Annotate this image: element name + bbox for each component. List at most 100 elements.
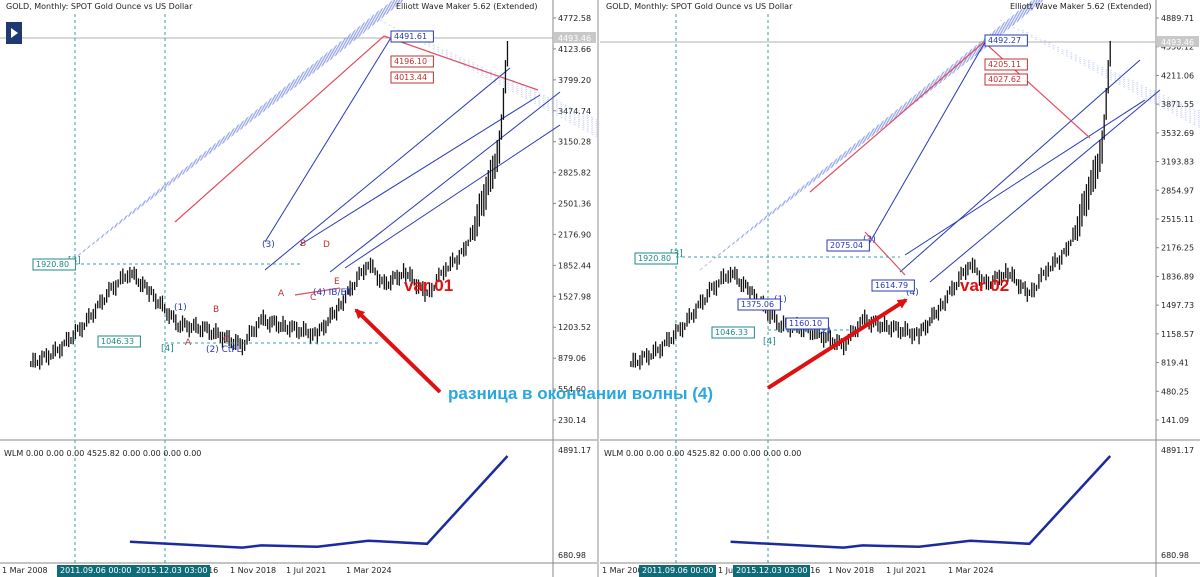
- fan-line: [95, 0, 395, 243]
- target-line: [174, 35, 385, 223]
- play-icon[interactable]: [6, 22, 22, 44]
- date-tag: 2011.09.06 00:00: [57, 565, 135, 577]
- wlm-line: [730, 455, 1112, 549]
- fan-line: [753, 0, 1036, 229]
- fan-line: [807, 0, 1038, 187]
- current-price-bg: [1157, 36, 1199, 47]
- current-price-bg: [554, 32, 596, 43]
- fan-line: [577, 109, 597, 121]
- wave-label: (4): [906, 288, 919, 298]
- y-tick-label: 480.25: [1161, 387, 1189, 396]
- y-tick-label: 2515.11: [1161, 215, 1194, 224]
- x-tick-label: 1 Nov 2018: [828, 566, 874, 575]
- variant-label: var 01: [404, 276, 454, 295]
- x-tick-label: 1 Nov 2018: [230, 566, 276, 575]
- price-label-box: [711, 326, 755, 339]
- fan-line: [879, 0, 1041, 131]
- y-tick-label: 4772.58: [558, 14, 591, 23]
- fan-line: [897, 0, 1042, 117]
- y-tick-label: 1158.57: [1161, 330, 1194, 339]
- wave-label: C: [223, 335, 229, 345]
- price-label: 4196.10: [394, 57, 427, 66]
- fan-line: [735, 0, 1035, 243]
- y-tick-label: 3474.74: [558, 107, 591, 116]
- price-label: 1920.80: [36, 260, 69, 269]
- fan-line: [825, 0, 1039, 173]
- y-tick-label: 1852.44: [558, 261, 591, 270]
- subwindow-label: WLM 0.00 0.00 0.00 4525.82 0.00 0.00 0.0…: [4, 449, 202, 458]
- channel-line: [865, 41, 986, 250]
- x-tick-label: 1 Mar 2024: [346, 566, 392, 575]
- subwindow-label: WLM 0.00 0.00 0.00 4525.82 0.00 0.00 0.0…: [604, 449, 802, 458]
- fan-line: [167, 0, 398, 187]
- fan-line: [275, 0, 403, 103]
- wave-label: C: [310, 293, 316, 303]
- fan-line: [185, 0, 399, 173]
- indicator-label: Elliott Wave Maker 5.62 (Extended): [396, 2, 538, 11]
- sub-y-tick-label: 4891.17: [558, 446, 591, 455]
- current-price-label: 4493.46: [1161, 38, 1194, 47]
- y-tick-label: 3193.83: [1161, 158, 1194, 167]
- y-tick-label: 4211.06: [1161, 71, 1194, 80]
- chart-panel-var02: 4889.714550.124211.063871.553532.693193.…: [600, 0, 1200, 577]
- price-label: 4013.44: [394, 73, 427, 82]
- y-tick-label: 1497.73: [1161, 301, 1194, 310]
- price-label-box: [984, 58, 1028, 71]
- channel-line: [929, 89, 1161, 283]
- current-price-label: 4493.46: [558, 34, 591, 43]
- target-line: [983, 41, 1091, 139]
- wave-label: A: [185, 338, 192, 348]
- x-tick-label: 1 Mar 2008: [602, 566, 648, 575]
- fan-line: [969, 0, 1045, 61]
- wlm-line: [129, 455, 509, 549]
- price-label-box: [390, 71, 434, 84]
- price-label: 4205.11: [988, 60, 1021, 69]
- channel-line: [904, 99, 1146, 256]
- y-tick-label: 1836.89: [1161, 272, 1194, 281]
- fan-line: [149, 0, 397, 201]
- fan-line: [203, 0, 400, 159]
- channel-line: [299, 94, 541, 246]
- wave-label: (3): [262, 240, 275, 250]
- y-tick-label: 1203.52: [558, 323, 591, 332]
- price-label-box: [634, 252, 678, 265]
- caption-text: разница в окончании волны (4): [448, 384, 714, 403]
- fan-line: [915, 0, 1043, 103]
- y-tick-label: 819.41: [1161, 359, 1189, 368]
- channel-line: [264, 67, 511, 271]
- price-label: 1920.80: [638, 254, 671, 263]
- wave-label: B: [213, 305, 219, 315]
- price-label: 4491.61: [394, 32, 427, 41]
- x-tick-label: 1 Jul 2021: [886, 566, 926, 575]
- fan-line: [77, 0, 394, 257]
- fan-line: [951, 0, 1044, 75]
- wave-label: (4) IB/ET: [313, 288, 352, 298]
- wave-label: [4]: [161, 344, 174, 354]
- price-label: 1160.10: [789, 319, 822, 328]
- price-label: 1614.79: [875, 281, 908, 290]
- fan-line: [861, 0, 1040, 145]
- price-label: 1046.33: [715, 328, 748, 337]
- price-label-box: [984, 73, 1028, 86]
- fan-line: [771, 0, 1037, 215]
- x-tick-label: 016: [805, 566, 820, 575]
- fan-line: [257, 0, 402, 117]
- sub-y-tick-label: 680.98: [558, 551, 586, 560]
- wave-label: D: [323, 240, 330, 250]
- target-line: [864, 231, 906, 276]
- date-tag: 2015.12.03 03:00: [133, 565, 211, 577]
- price-label-box: [826, 239, 870, 252]
- y-tick-label: 554.60: [558, 385, 586, 394]
- wave-label: (1): [174, 303, 187, 313]
- y-tick-label: 4889.71: [1161, 14, 1194, 23]
- y-tick-label: 4123.66: [558, 45, 591, 54]
- fan-line: [131, 0, 397, 215]
- indicator-label: Elliott Wave Maker 5.62 (Extended): [1010, 2, 1152, 11]
- fan-line: [311, 0, 404, 75]
- fan-line: [113, 0, 396, 229]
- price-label: 1375.06: [741, 300, 774, 309]
- price-label: 2075.04: [830, 241, 863, 250]
- y-tick-label: 1527.98: [558, 292, 591, 301]
- price-label-box: [871, 279, 915, 292]
- fan-line: [843, 0, 1040, 159]
